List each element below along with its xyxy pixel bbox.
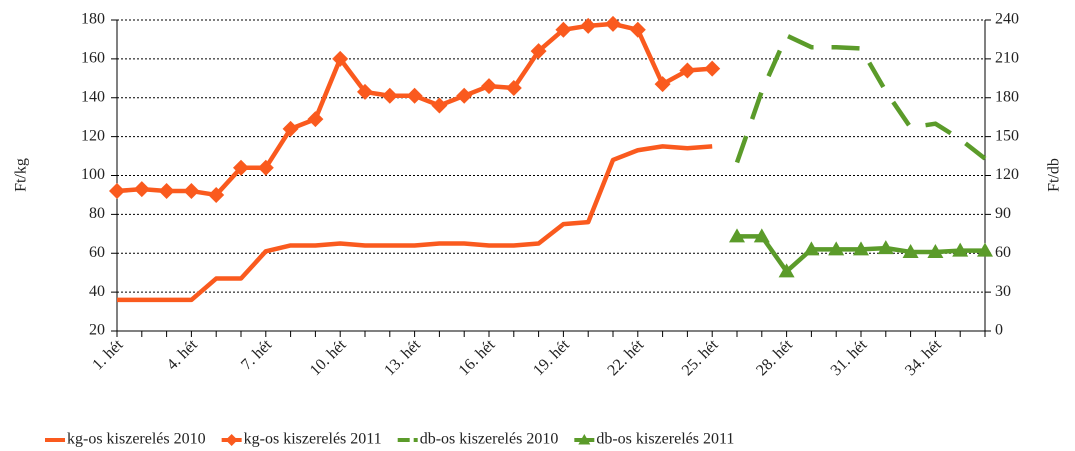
series-line	[734, 33, 987, 164]
diamond-marker	[406, 87, 423, 104]
triangle-marker	[753, 228, 770, 243]
series-line	[117, 144, 713, 303]
legend-label: db-os kiszerelés 2011	[596, 431, 734, 448]
x-tick-label: 28. hét	[753, 336, 796, 379]
diamond-marker	[704, 60, 721, 77]
legend-item: kg-os kiszerelés 2010	[45, 431, 206, 448]
triangle-marker	[578, 434, 591, 445]
x-tick-label: 1. hét	[89, 336, 127, 374]
triangle-marker	[828, 241, 845, 256]
x-tick-label: 16. hét	[456, 336, 499, 379]
diamond-marker	[629, 21, 646, 38]
x-tick-label: 31. hét	[828, 336, 871, 379]
diamond-marker	[282, 120, 299, 137]
y2-tick-label: 0	[995, 322, 1003, 339]
diamond-marker	[158, 183, 175, 200]
y-tick-label: 160	[81, 50, 105, 67]
y-tick-label: 60	[89, 244, 105, 261]
diamond-marker	[332, 50, 349, 67]
diamond-marker	[233, 159, 249, 176]
diamond-marker	[133, 181, 150, 198]
x-tick-label: 22. hét	[604, 336, 647, 379]
triangle-marker	[877, 240, 894, 255]
x-tick-label: 13. hét	[381, 336, 424, 379]
y2-tick-label: 240	[995, 11, 1019, 28]
diamond-marker	[431, 97, 448, 114]
diamond-marker	[381, 87, 398, 104]
y-tick-label: 180	[81, 11, 105, 28]
legend-label: kg-os kiszerelés 2011	[244, 431, 382, 448]
legend-item: db-os kiszerelés 2010	[397, 431, 559, 448]
triangle-marker	[927, 243, 944, 258]
y-tick-label: 80	[89, 205, 105, 222]
y-axis-label: Ft/kg	[13, 158, 30, 192]
x-tick-label: 34. hét	[902, 336, 945, 379]
y-tick-label: 100	[81, 166, 105, 183]
triangle-marker	[803, 241, 820, 256]
legend-item: db-os kiszerelés 2011	[574, 431, 734, 448]
y-tick-label: 120	[81, 127, 105, 144]
y-tick-label: 40	[89, 283, 105, 300]
y2-tick-label: 120	[995, 166, 1019, 183]
triangle-marker	[977, 242, 993, 257]
y2-tick-label: 150	[995, 127, 1019, 144]
y2-tick-label: 90	[995, 205, 1011, 222]
x-tick-label: 19. hét	[530, 336, 573, 379]
x-tick-label: 7. hét	[238, 336, 276, 374]
diamond-marker	[580, 17, 597, 34]
triangle-marker	[952, 242, 969, 257]
y-tick-label: 140	[81, 88, 105, 105]
legend-label: kg-os kiszerelés 2010	[67, 431, 206, 448]
y-tick-label: 20	[89, 322, 105, 339]
y2-tick-label: 180	[995, 88, 1019, 105]
diamond-marker	[456, 87, 473, 104]
diamond-marker	[208, 186, 225, 203]
y2-tick-label: 210	[995, 50, 1019, 67]
diamond-marker	[505, 80, 522, 97]
diamond-marker	[555, 21, 572, 38]
y2-axis-label: Ft/db	[1046, 158, 1063, 192]
x-tick-label: 25. hét	[679, 336, 722, 379]
diamond-marker	[357, 83, 373, 100]
diamond-marker	[307, 111, 324, 128]
y2-tick-label: 60	[995, 244, 1011, 261]
diamond-marker	[257, 159, 274, 176]
diamond-marker	[225, 434, 238, 446]
diamond-marker	[654, 76, 671, 93]
y2-tick-label: 30	[995, 283, 1011, 300]
diamond-marker	[109, 183, 125, 200]
x-tick-label: 4. hét	[164, 336, 202, 374]
triangle-marker	[853, 241, 869, 256]
diamond-marker	[530, 43, 547, 60]
diamond-marker	[183, 183, 200, 200]
diamond-marker	[481, 78, 497, 95]
x-tick-label: 10. hét	[307, 336, 350, 379]
triangle-marker	[902, 243, 919, 258]
legend-label: db-os kiszerelés 2010	[420, 431, 559, 448]
legend-item: kg-os kiszerelés 2011	[221, 431, 382, 448]
diamond-marker	[679, 62, 696, 79]
triangle-marker	[778, 263, 795, 278]
triangle-marker	[729, 228, 745, 243]
diamond-marker	[605, 15, 621, 32]
series-line	[116, 21, 713, 198]
